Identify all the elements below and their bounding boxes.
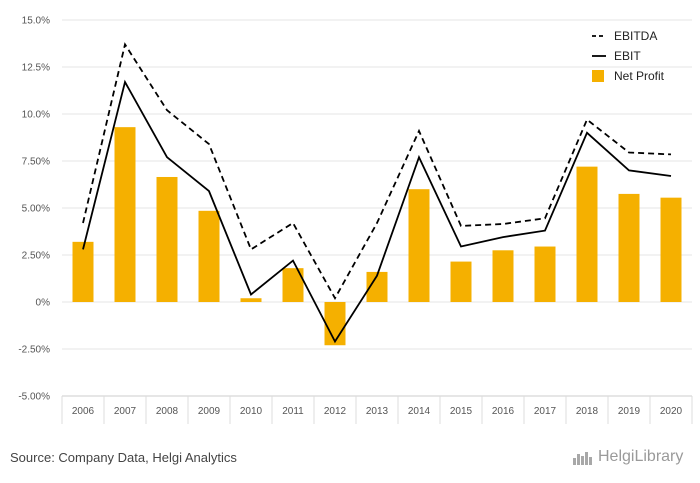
x-tick-label: 2012 (324, 406, 347, 417)
x-tick-label: 2018 (576, 406, 599, 417)
brand-name: HelgiLibrary (598, 448, 684, 465)
y-tick-label: 12.5% (22, 63, 50, 74)
x-tick-label: 2020 (660, 406, 683, 417)
library-icon (573, 452, 592, 465)
x-tick-label: 2015 (450, 406, 473, 417)
legend: EBITDA EBIT Net Profit (592, 29, 665, 83)
x-tick-label: 2017 (534, 406, 557, 417)
legend-label: EBIT (614, 49, 641, 63)
x-tick-label: 2009 (198, 406, 221, 417)
y-axis-ticks: 15.0% 12.5% 10.0% 7.50% 5.00% 2.50% 0% -2.50% -5… (18, 16, 50, 403)
x-tick-label: 2011 (282, 406, 304, 417)
y-tick-label: -5.00% (18, 392, 50, 403)
net-profit-bar (576, 166, 598, 302)
chart: 15.0% 12.5% 10.0% 7.50% 5.00% 2.50% 0% -2.50% -5… (18, 16, 693, 424)
net-profit-bar (534, 246, 556, 302)
x-tick-label: 2006 (72, 406, 95, 417)
x-tick-label: 2007 (114, 406, 137, 417)
ebitda-line (82, 42, 672, 301)
net-profit-bar (156, 176, 178, 302)
ebit-line (82, 79, 672, 344)
x-tick-label: 2019 (618, 406, 641, 417)
line-series (82, 42, 672, 344)
net-profit-bar (408, 189, 430, 302)
legend-label: EBITDA (614, 29, 657, 43)
y-tick-label: 10.0% (22, 110, 50, 121)
source-note: Source: Company Data, Helgi Analytics (10, 450, 237, 465)
legend-label: Net Profit (614, 69, 665, 83)
net-profit-bar (660, 197, 682, 302)
y-tick-label: 7.50% (22, 157, 50, 168)
net-profit-bar (282, 268, 304, 302)
net-profit-bar (324, 302, 346, 346)
y-tick-label: 15.0% (22, 16, 50, 27)
net-profit-bar (492, 250, 514, 302)
net-profit-bar (198, 210, 220, 302)
x-tick-label: 2016 (492, 406, 515, 417)
x-tick-label: 2010 (240, 406, 263, 417)
y-tick-label: 2.50% (22, 251, 50, 262)
y-tick-label: -2.50% (18, 345, 50, 356)
legend-swatch (592, 70, 604, 82)
y-tick-label: 0% (36, 298, 51, 309)
net-profit-bar (114, 127, 136, 302)
net-profit-bar (618, 193, 640, 302)
brand-logo: HelgiLibrary (572, 448, 683, 466)
net-profit-bar (240, 298, 262, 302)
net-profit-bar (366, 271, 388, 302)
net-profit-bar (72, 241, 94, 302)
x-tick-label: 2014 (408, 406, 431, 417)
x-tick-label: 2008 (156, 406, 179, 417)
net-profit-bars (72, 127, 682, 346)
x-tick-label: 2013 (366, 406, 389, 417)
x-axis: 2006 2007 2008 2009 2010 2011 2012 2013 2014 2015… (61, 395, 693, 424)
y-tick-label: 5.00% (22, 204, 50, 215)
net-profit-bar (450, 261, 472, 302)
